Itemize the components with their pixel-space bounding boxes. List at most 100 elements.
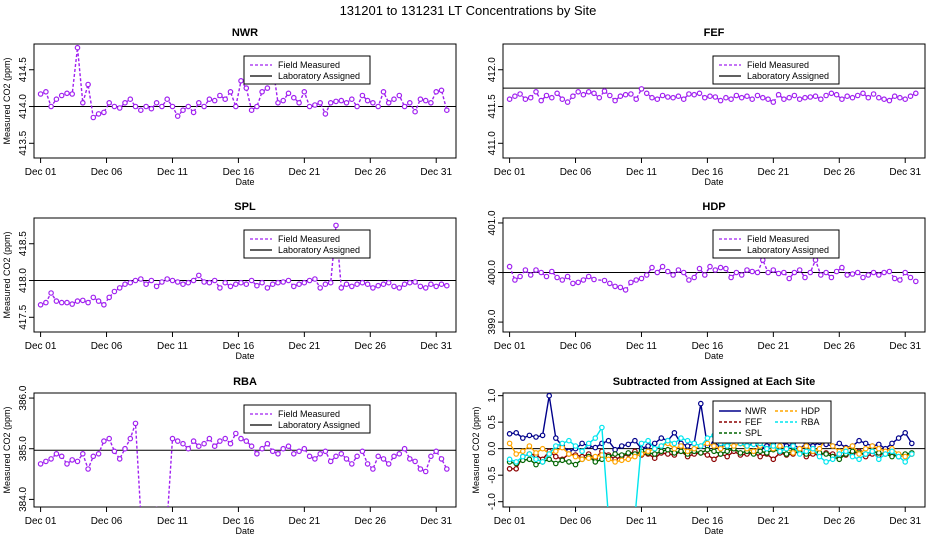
data-point (777, 448, 783, 455)
data-point (575, 89, 582, 95)
data-point (704, 446, 711, 453)
data-point (58, 92, 65, 99)
data-point (275, 100, 281, 106)
data-point (391, 453, 397, 460)
data-point (428, 453, 434, 460)
data-point (317, 450, 324, 457)
data-point (116, 456, 123, 462)
data-point (443, 466, 450, 472)
data-point (243, 85, 250, 91)
legend-box (243, 55, 371, 85)
data-point (238, 78, 244, 84)
data-point (513, 459, 520, 465)
data-point (790, 443, 796, 449)
data-point (206, 279, 213, 286)
data-point (733, 269, 740, 276)
data-point (338, 97, 345, 104)
x-tick-label: Dec 26 (354, 167, 386, 178)
data-point (159, 103, 165, 110)
data-point (599, 424, 605, 431)
data-point (605, 437, 612, 444)
data-point (101, 109, 107, 116)
data-point (512, 93, 518, 100)
y-tick-label: 1.0 (487, 388, 498, 402)
data-point (174, 438, 181, 444)
data-point (217, 438, 223, 444)
x-tick-label: Dec 06 (91, 341, 123, 352)
x-tick-label: Dec 26 (354, 516, 386, 527)
data-point (844, 93, 851, 100)
plot-area (506, 86, 919, 105)
data-point (370, 100, 376, 106)
data-point (691, 445, 698, 452)
data-point (364, 281, 371, 288)
data-point (533, 267, 539, 273)
data-point (580, 91, 587, 98)
data-point (539, 432, 546, 439)
data-point (817, 272, 824, 278)
x-tick-label: Dec 06 (560, 341, 592, 352)
data-point (211, 443, 218, 450)
data-point (783, 451, 790, 457)
data-point (122, 100, 128, 106)
x-tick-label: Dec 31 (420, 167, 452, 178)
data-point (686, 277, 692, 283)
data-point (770, 267, 777, 273)
data-point (749, 96, 756, 103)
data-point (659, 263, 666, 270)
data-point (552, 443, 559, 449)
data-point (526, 432, 533, 439)
data-point (908, 440, 915, 447)
chart-panel-3: HDP Dec 01 Dec 06 Dec 11 Dec 16 Dec 21 Dec 26 D… (487, 201, 926, 361)
data-point (606, 280, 613, 287)
x-axis-label: Date (704, 526, 723, 536)
data-point (881, 269, 887, 276)
y-tick-label: 401.0 (487, 210, 498, 235)
x-tick-label: Dec 16 (223, 516, 255, 527)
data-point (506, 96, 513, 103)
data-point (533, 456, 539, 463)
data-point (317, 100, 324, 106)
data-point (317, 285, 324, 291)
data-point (591, 276, 597, 283)
data-point (757, 448, 764, 455)
x-tick-label: Dec 26 (823, 516, 855, 527)
legend-box (712, 229, 840, 259)
data-point (90, 453, 97, 460)
data-point (829, 443, 836, 449)
data-point (803, 448, 810, 455)
data-point (580, 277, 587, 283)
data-point (401, 445, 408, 452)
data-point (43, 458, 49, 465)
x-tick-label: Dec 11 (626, 167, 657, 178)
data-point (95, 111, 102, 117)
legend-box (243, 404, 371, 434)
data-point (775, 270, 782, 277)
data-point (546, 456, 553, 463)
data-point (843, 448, 849, 455)
data-point (664, 268, 671, 275)
data-point (333, 453, 339, 460)
legend-label: Laboratory Assigned (747, 245, 829, 255)
x-tick-label: Dec 16 (223, 341, 255, 352)
data-point (269, 448, 276, 455)
data-point (37, 91, 44, 97)
data-point (765, 96, 771, 103)
panel-title: NWR (232, 27, 258, 39)
x-tick-label: Dec 01 (494, 341, 526, 352)
data-point (180, 440, 186, 447)
data-point (264, 440, 271, 447)
data-point (802, 94, 808, 101)
data-point (391, 96, 397, 103)
y-tick-label: 418.0 (18, 268, 29, 293)
x-tick-label: Dec 26 (823, 341, 855, 352)
data-point (322, 111, 329, 117)
data-point (370, 285, 376, 291)
data-point (704, 440, 711, 447)
data-point (659, 92, 666, 99)
data-point (678, 443, 684, 449)
data-point (790, 450, 796, 456)
data-point (849, 443, 856, 449)
data-point (633, 96, 640, 103)
data-point (206, 435, 213, 442)
